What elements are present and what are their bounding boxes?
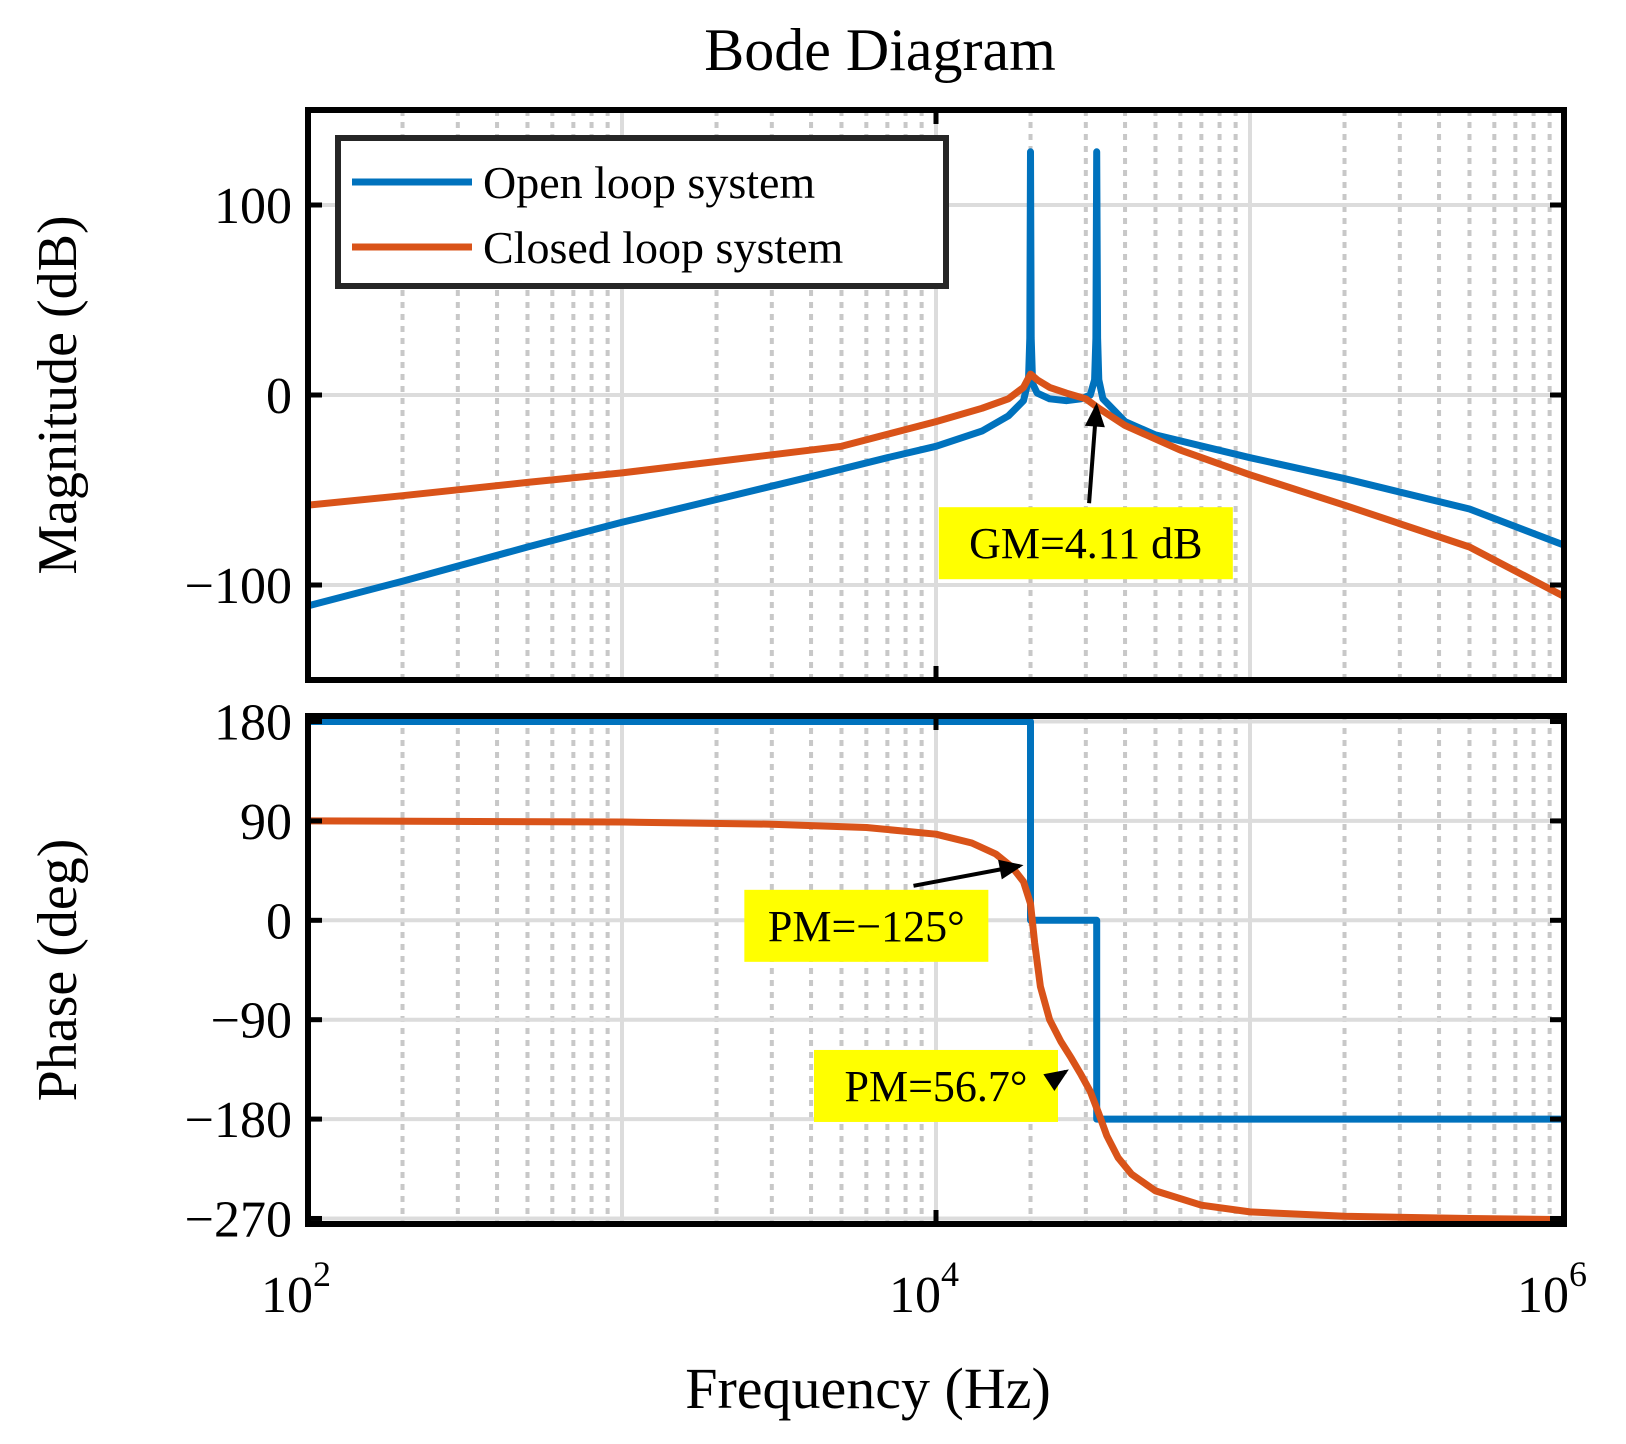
magnitude-annotations: GM=4.11 dB — [938, 402, 1233, 580]
magnitude-line-open-loop-system — [308, 148, 1564, 610]
magnitude-series — [308, 148, 1564, 610]
x-tick-label: 104 — [889, 1254, 959, 1324]
legend: Open loop system Closed loop system — [335, 135, 949, 289]
chart-title: Bode Diagram — [704, 17, 1056, 83]
phase-y-tick-label: −90 — [211, 993, 292, 1050]
x-tick-label: 102 — [261, 1254, 331, 1324]
phase-annotation-label: PM=−125° — [768, 902, 965, 951]
legend-box — [335, 135, 949, 289]
x-axis-label: Frequency (Hz) — [685, 1356, 1051, 1421]
magnitude-annotation-label: GM=4.11 dB — [969, 519, 1202, 568]
magnitude-line-closed-loop-system — [308, 370, 1564, 600]
phase-y-tick-label: 90 — [240, 794, 292, 851]
magnitude-y-tick-label: 0 — [266, 368, 292, 425]
phase-annotation-box — [814, 1049, 1058, 1122]
legend-label-open-loop: Open loop system — [483, 157, 815, 208]
phase-y-axis-label: Phase (deg) — [27, 839, 89, 1102]
magnitude-y-tick-label: 100 — [214, 178, 292, 235]
magnitude-y-axis-label: Magnitude (dB) — [27, 215, 89, 574]
x-axis-ticks: 102 104 106 — [261, 110, 1587, 1324]
phase-line-open-loop-system — [308, 718, 1564, 1123]
magnitude-annotation-box — [938, 507, 1233, 580]
magnitude-annotation-arrowhead — [1084, 402, 1105, 428]
phase-y-tick-label: −270 — [185, 1191, 292, 1248]
magnitude-y-tick-label: −100 — [185, 558, 292, 615]
magnitude-y-ticks: 100 0 −100 — [185, 178, 1564, 615]
phase-annotations: PM=−125° PM=56.7° — [744, 859, 1069, 1122]
phase-line-closed-loop-system — [308, 817, 1564, 1224]
phase-annotation-arrowhead — [1043, 1069, 1069, 1091]
x-tick-label: 106 — [1517, 1254, 1587, 1324]
phase-y-tick-label: 180 — [214, 695, 292, 752]
phase-y-tick-label: 0 — [266, 893, 292, 950]
phase-annotation-label: PM=56.7° — [844, 1062, 1027, 1111]
phase-y-ticks: 180 90 0 −90 −180 −270 — [185, 695, 1564, 1248]
phase-annotation-arrowhead — [998, 859, 1024, 880]
legend-label-closed-loop: Closed loop system — [483, 222, 844, 273]
phase-series — [308, 718, 1564, 1224]
phase-y-tick-label: −180 — [185, 1092, 292, 1149]
phase-annotation-box — [744, 889, 989, 962]
